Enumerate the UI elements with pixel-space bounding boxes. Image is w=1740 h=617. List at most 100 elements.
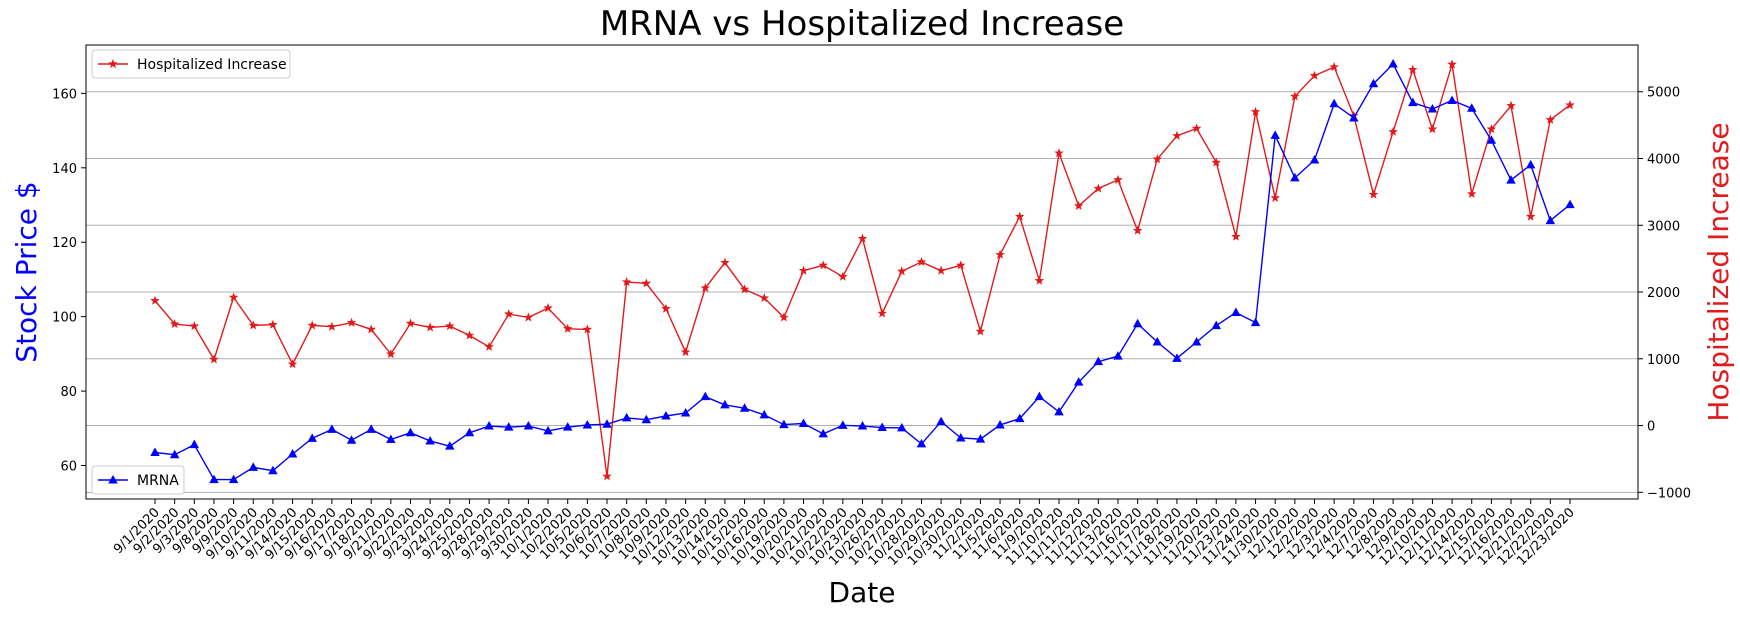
hosp-point (661, 303, 671, 313)
mrna-point (209, 474, 219, 484)
grid-lines (86, 91, 1638, 493)
hosp-point (779, 312, 789, 322)
mrna-point (504, 422, 514, 431)
legend-mrna: MRNA (91, 465, 185, 495)
mrna-point (739, 403, 750, 412)
hosp-point (877, 308, 887, 318)
hosp-point (287, 359, 298, 369)
mrna-point (916, 438, 927, 448)
mrna-point (169, 449, 180, 459)
hosp-point (1368, 189, 1379, 199)
hosp-point (1545, 114, 1556, 124)
mrna-point (602, 419, 612, 428)
hosp-point (189, 321, 200, 331)
right-axis: −1000 0 1000 2000 3000 4000 5000 (1638, 86, 1691, 501)
left-tick-label: 100 (52, 311, 77, 326)
right-tick-label: 4000 (1647, 153, 1680, 168)
hosp-point (1329, 62, 1339, 72)
mrna-point (1270, 130, 1280, 139)
hosp-point (1132, 225, 1143, 235)
mrna-point (228, 474, 239, 484)
mrna-point (1309, 154, 1320, 164)
hosp-point (503, 309, 514, 319)
mrna-point (1014, 413, 1025, 423)
mrna-point (445, 441, 455, 450)
chart-title: MRNA vs Hospitalized Increase (600, 4, 1124, 44)
hosp-point (307, 320, 317, 330)
mrna-point (268, 465, 278, 475)
mrna-point (366, 424, 376, 433)
mrna-point (562, 422, 573, 431)
hosp-point (1191, 123, 1202, 133)
legend-hosp: Hospitalized Increase (91, 49, 291, 79)
mrna-point (386, 434, 396, 443)
mrna-point (1349, 112, 1359, 122)
hosp-point (1250, 106, 1261, 116)
mrna-point (307, 433, 317, 442)
right-tick-label: 3000 (1647, 219, 1680, 234)
hosp-point (621, 277, 632, 287)
hosp-point (1309, 70, 1320, 80)
hosp-point (1152, 154, 1163, 164)
hosp-point (1388, 126, 1398, 136)
hosp-point (798, 265, 809, 275)
hosp-point (248, 320, 259, 330)
hosp-point (209, 354, 219, 364)
hosp-point (405, 318, 416, 328)
mrna-point (1054, 406, 1064, 416)
mrna-point (1466, 103, 1477, 112)
hosp-point (169, 319, 180, 329)
hosp-point (543, 303, 553, 313)
hosp-point (1073, 200, 1084, 210)
mrna-point (1565, 199, 1575, 209)
hosp-point (346, 317, 357, 327)
hosp-line (154, 64, 1571, 477)
mrna-point (661, 411, 671, 420)
legend-hosp-label: Hospitalized Increase (137, 57, 287, 73)
hosp-point (1034, 275, 1045, 285)
mrna-line (154, 62, 1571, 481)
right-tick-label: 1000 (1647, 353, 1680, 368)
hosp-point (975, 326, 986, 336)
mrna-point (1250, 317, 1261, 327)
mrna-point (1447, 95, 1457, 104)
hosp-point (1270, 192, 1280, 202)
legend-hosp-marker (108, 59, 118, 69)
mrna-point (248, 462, 259, 471)
mrna-point (759, 409, 769, 419)
mrna-point (975, 434, 986, 443)
hosp-point (1506, 100, 1516, 110)
mrna-point (720, 399, 730, 409)
mrna-point (150, 447, 160, 456)
left-axis: 60 80 100 120 140 160 (52, 87, 86, 475)
hosp-point (602, 471, 612, 481)
hosp-point (327, 321, 337, 331)
mrna-series (150, 58, 1575, 484)
mrna-point (1545, 215, 1556, 225)
hosp-point (739, 284, 750, 294)
left-tick-label: 160 (52, 87, 77, 102)
mrna-point (1211, 320, 1221, 330)
mrna-point (1073, 377, 1084, 386)
hosp-point (582, 324, 593, 334)
mrna-point (995, 419, 1005, 429)
mrna-point (818, 428, 828, 438)
mrna-point (1231, 307, 1241, 317)
left-tick-label: 120 (52, 236, 77, 251)
hosp-point (641, 278, 652, 288)
hosp-point (1466, 188, 1477, 198)
mrna-point (1388, 58, 1398, 68)
mrna-point (464, 427, 475, 437)
hosp-point (995, 249, 1005, 259)
mrna-point (189, 439, 200, 449)
hosp-point (1408, 64, 1418, 74)
hosp-point (1113, 174, 1123, 184)
left-tick-label: 140 (52, 162, 77, 177)
mrna-point (1113, 351, 1123, 360)
mrna-point (897, 422, 907, 432)
hosp-series (150, 59, 1575, 481)
mrna-point (798, 418, 809, 427)
hosp-point (484, 341, 494, 351)
mrna-point (700, 391, 711, 401)
